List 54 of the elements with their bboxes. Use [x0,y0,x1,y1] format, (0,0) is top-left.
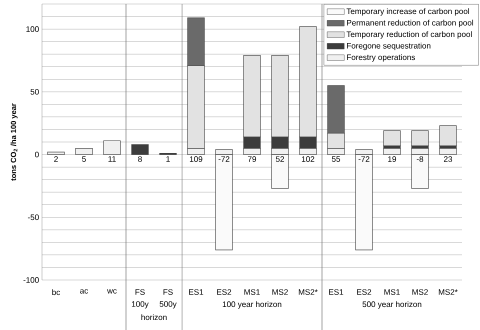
bar [131,144,149,155]
bar [103,140,121,155]
x-tick-label: MS2 [412,289,428,295]
legend-label: Forestry operations [347,54,416,62]
y-tick-label: 50 [30,88,39,95]
x-tick-label: MS2* [298,289,318,295]
y-tick-label: -50 [28,214,39,220]
total-label: 19 [388,156,396,162]
legend-label: Foregone sequestration [347,42,430,50]
x-tick-label: ES2 [217,289,232,295]
x-tick-label: FS [136,289,145,295]
legend-label: Permanent reduction of carbon pool [347,20,474,28]
x-tick-label: ES1 [329,289,344,295]
x-tick-label: MS1 [384,289,400,295]
bar [75,148,93,155]
total-label: 102 [302,156,314,162]
x-tick-label: FS [164,289,173,295]
bar [439,148,457,155]
total-label: 1 [166,156,170,162]
x-tick-label: ES2 [357,289,372,295]
x-tick-label: bc [52,289,60,296]
total-label: -72 [218,156,230,162]
x-tick-label: MS2* [438,289,458,295]
total-label: -72 [358,156,370,162]
text: horizon [141,314,167,320]
x-tick-label: MS1 [244,289,260,295]
y-tick-label: -100 [23,277,39,283]
y-tick-label: 100 [26,26,39,32]
text: 500y [160,301,177,308]
x-tick-label: ES1 [189,289,204,295]
total-label: 55 [332,156,340,162]
total-label: 8 [138,156,142,162]
total-label: 2 [54,156,58,162]
bar [439,125,457,146]
bar [383,148,401,155]
x-tick-label: MS2 [272,289,288,295]
legend-label: Temporary reduction of carbon pool [346,31,472,39]
x-tick-label: ac [80,289,88,294]
total-label: 23 [444,156,452,162]
text: 500 year horizon [362,301,422,309]
y-tick-label: 0 [35,152,39,158]
total-label: 11 [108,156,116,162]
bar [411,130,429,146]
total-label: 52 [276,156,284,162]
text: 100y [132,301,149,308]
bar [47,152,65,155]
total-label: 5 [82,156,86,162]
total-label: -8 [416,156,424,162]
text: 100 year horizon [222,301,282,309]
total-label: 79 [248,156,256,162]
legend-label: Temporary increase of carbon pool [346,8,470,16]
x-tick-label: wc [107,289,117,294]
total-label: 109 [190,156,202,162]
bar [383,130,401,146]
